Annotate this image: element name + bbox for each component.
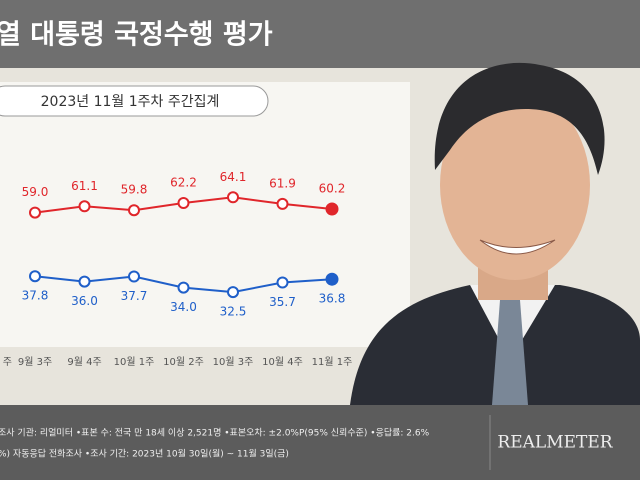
x-tick-label: 10월 2주 [163,356,204,368]
x-tick-label: 9월 4주 [67,356,101,368]
data-point [128,204,140,217]
x-tick-label: 11월 1주 [312,356,353,368]
subtitle-pill [0,85,269,117]
data-label: 62.2 [170,176,197,190]
x-tick-label: 10월 3주 [213,356,254,368]
data-point [325,272,339,286]
x-tick-label: 10월 1주 [114,356,155,368]
data-label: 35.7 [269,295,296,309]
data-label: 36.8 [319,292,346,306]
data-label: 37.8 [22,289,49,303]
subtitle: 2023년 11월 1주차 주간집계 [41,94,220,110]
data-label: 59.0 [22,185,49,199]
data-label: 64.1 [220,170,247,184]
data-label: 36.0 [71,294,98,308]
data-point [325,202,339,216]
data-point [78,275,91,288]
data-point [276,276,289,289]
data-point [276,197,289,210]
data-label: 32.5 [220,305,247,319]
chart-panel [0,82,410,347]
data-label: 37.7 [121,289,148,303]
data-point [29,206,41,219]
footer-line: 조사 기관: 리얼미터 •표본 수: 전국 만 18세 이상 2,521명 •표… [0,427,430,439]
data-point [227,286,239,299]
x-tick-label: 9월 3주 [18,356,52,368]
data-label: 61.9 [269,176,296,190]
data-label: 59.8 [121,183,148,197]
data-point [177,281,190,294]
brand: REALMETER [497,433,613,453]
data-point [227,191,239,204]
x-tick-label: 10월 4주 [262,356,303,368]
data-point [177,197,190,209]
data-point [29,270,41,283]
title-banner [0,0,640,68]
data-label: 34.0 [170,300,197,314]
data-point [128,270,140,283]
portrait [350,62,640,405]
footer-line: %) 자동응답 전화조사 •조사 기간: 2023년 10월 30일(월) ~ … [0,448,289,460]
footer-bar [0,405,640,480]
data-label: 60.2 [319,182,346,196]
x-tick-label: 주 [3,357,12,368]
title: 열 대통령 국정수행 평가 [0,20,273,51]
data-point [78,200,91,213]
data-label: 61.1 [71,179,98,193]
